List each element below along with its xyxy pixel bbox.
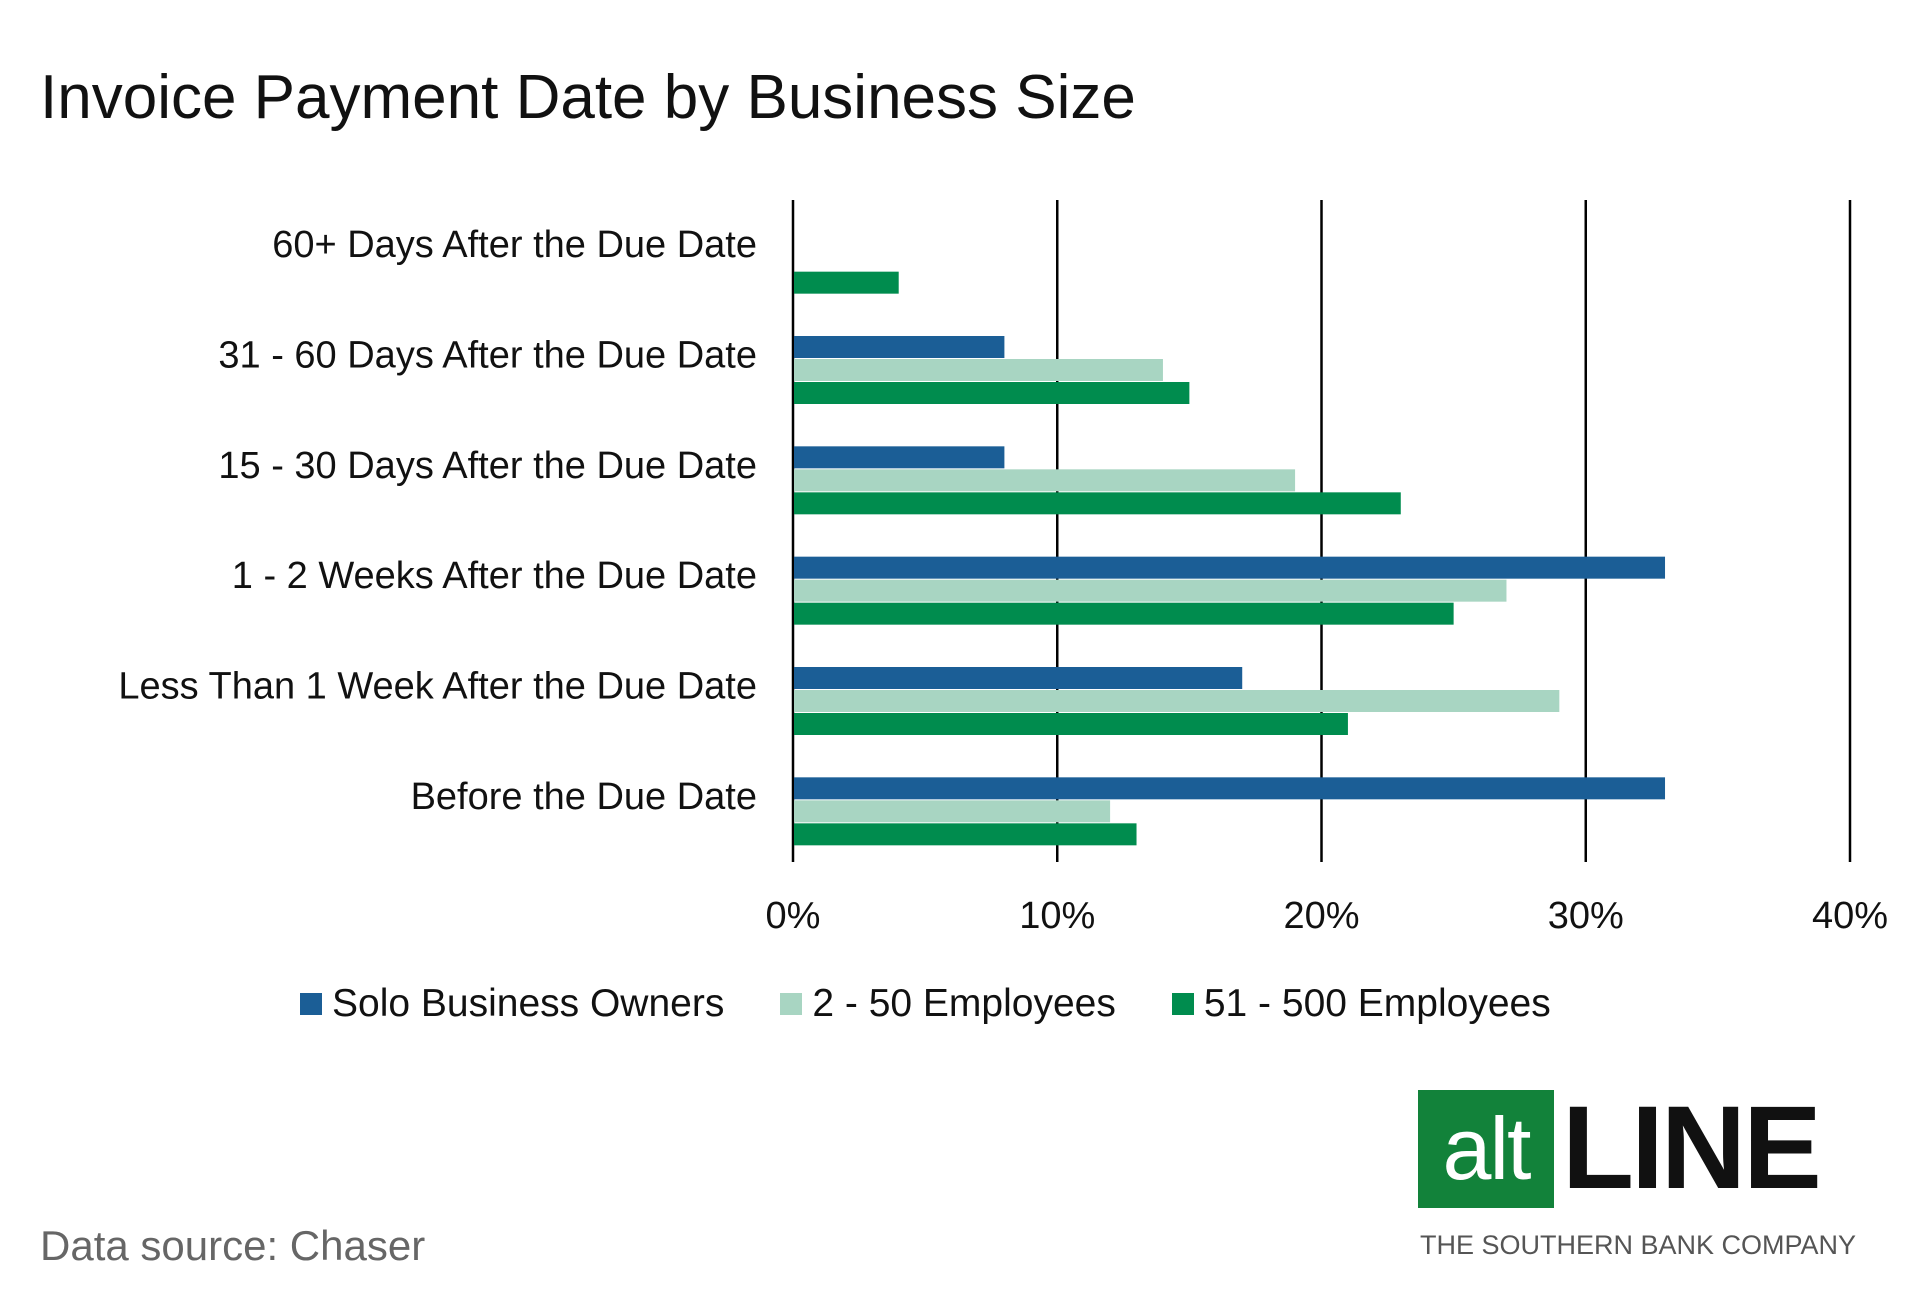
x-tick-label: 30% xyxy=(1548,895,1624,937)
x-tick-label: 20% xyxy=(1283,895,1359,937)
bar xyxy=(794,492,1401,515)
category-label: 31 - 60 Days After the Due Date xyxy=(218,335,757,377)
bar xyxy=(794,800,1111,823)
bar xyxy=(794,713,1348,735)
legend-item: 51 - 500 Employees xyxy=(1171,982,1551,1026)
legend-swatch xyxy=(780,993,803,1015)
x-tick-label: 0% xyxy=(766,895,821,937)
category-label: 60+ Days After the Due Date xyxy=(272,224,757,266)
legend-item: 2 - 50 Employees xyxy=(780,982,1116,1026)
data-source-note: Data source: Chaser xyxy=(40,1222,426,1269)
chart-plot: 0% 10% 20% 30% 40% 60+ Days After the Due Dat… xyxy=(118,200,1888,937)
legend-label: Solo Business Owners xyxy=(332,982,725,1025)
bar xyxy=(794,359,1163,381)
category-label: 1 - 2 Weeks After the Due Date xyxy=(232,555,757,597)
bar xyxy=(794,823,1137,846)
bar xyxy=(794,336,1005,358)
bar xyxy=(794,579,1507,602)
x-tick-label: 40% xyxy=(1812,895,1888,937)
logo-line-text: LINE xyxy=(1562,1082,1822,1214)
legend-swatch xyxy=(1171,993,1194,1015)
legend-item: Solo Business Owners xyxy=(300,982,724,1026)
x-tick-label: 10% xyxy=(1019,895,1095,937)
legend-label: 2 - 50 Employees xyxy=(812,982,1116,1025)
chart-legend: Solo Business Owners 2 - 50 Employees 51 -… xyxy=(300,982,1607,1026)
bar xyxy=(794,382,1190,404)
bar xyxy=(794,667,1243,689)
category-label: 15 - 30 Days After the Due Date xyxy=(218,445,757,487)
altline-logo: alt LINE THE SOUTHERN BANK COMPANY xyxy=(1418,1086,1898,1270)
bar xyxy=(794,469,1296,492)
logo-alt-text: alt xyxy=(1442,1099,1532,1198)
bar xyxy=(794,556,1666,579)
bar xyxy=(794,602,1454,625)
legend-label: 51 - 500 Employees xyxy=(1203,982,1551,1025)
category-label: Before the Due Date xyxy=(411,776,757,818)
bar xyxy=(794,446,1005,469)
category-label: Less Than 1 Week After the Due Date xyxy=(118,666,757,708)
logo-tagline: THE SOUTHERN BANK COMPANY xyxy=(1420,1230,1857,1260)
logo-box xyxy=(1418,1090,1554,1208)
chart-title: Invoice Payment Date by Business Size xyxy=(40,63,1136,132)
bar xyxy=(794,271,899,294)
bar xyxy=(794,777,1666,800)
legend-swatch xyxy=(300,993,322,1015)
bar xyxy=(794,690,1560,712)
